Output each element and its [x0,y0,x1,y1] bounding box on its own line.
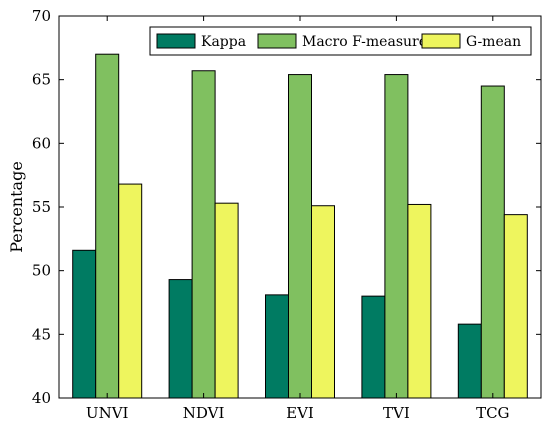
x-tick-label: TCG [476,404,509,422]
bar-kappa-ndvi [168,279,193,399]
bar-macro-f-measure-tcg [480,85,505,399]
y-axis-label: Percentage [7,161,26,253]
bar-g-mean-evi [311,205,335,399]
bar-g-mean-tcg [503,214,528,399]
legend-label: Kappa [201,34,246,50]
x-tick-label: UNVI [86,404,129,422]
bar-g-mean-ndvi [214,202,239,399]
y-tick-label: 60 [32,134,51,152]
y-tick-label: 50 [32,262,51,280]
bar-kappa-tvi [361,295,386,399]
bar-macro-f-measure-evi [288,74,312,399]
legend-swatch [257,33,297,49]
bars-group [72,53,528,399]
legend-swatch [156,33,196,49]
bar-macro-f-measure-unvi [95,53,120,399]
x-tick-label: TVI [383,404,410,422]
legend-label: Macro F-measure [302,34,427,50]
bar-macro-f-measure-tvi [384,74,409,399]
y-tick-label: 55 [32,198,51,216]
y-tick-label: 70 [32,7,51,25]
legend-label: G-mean [466,34,521,50]
legend-swatch [421,33,461,49]
x-tick-label: NDVI [183,404,225,422]
bar-macro-f-measure-ndvi [191,70,216,399]
bar-kappa-evi [265,294,289,399]
axes-group: UNVI NDVI EVI TVI TCG 40 45 50 55 60 65 70 [32,7,542,422]
bar-kappa-unvi [72,249,97,399]
y-tick-label: 45 [32,325,51,343]
bar-kappa-tcg [457,323,482,399]
x-tick-label: EVI [286,404,314,422]
bar-g-mean-tvi [407,203,432,399]
legend: Kappa Macro F-measure G-mean [149,26,532,56]
legend-box [149,26,532,56]
y-tick-label: 40 [32,389,51,407]
y-tick-label: 65 [32,71,51,89]
bar-g-mean-unvi [118,183,143,399]
